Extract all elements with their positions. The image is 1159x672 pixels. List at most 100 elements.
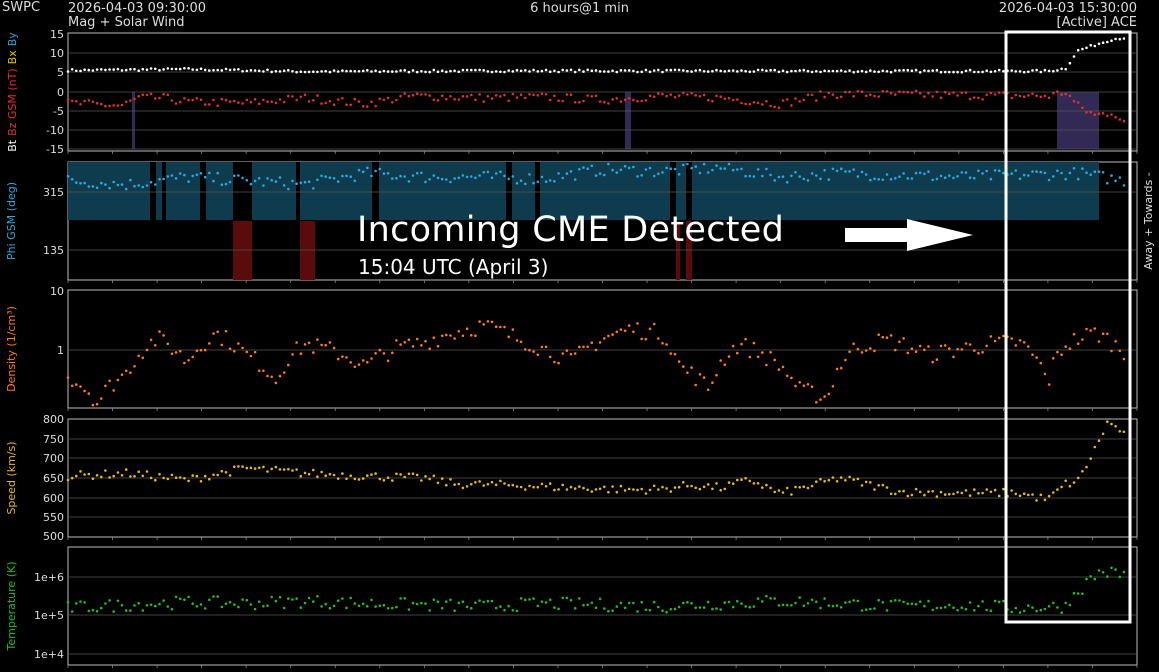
data-point: [357, 70, 361, 73]
data-point: [806, 93, 810, 97]
data-point: [744, 69, 747, 73]
data-point: [835, 367, 839, 371]
data-point: [939, 70, 943, 74]
data-point: [1081, 106, 1084, 110]
data-point: [515, 182, 519, 185]
data-point: [661, 171, 664, 174]
data-point: [623, 329, 627, 333]
data-point: [482, 600, 486, 604]
data-point: [1018, 611, 1022, 614]
data-point: [524, 182, 527, 186]
data-point: [158, 69, 161, 72]
data-point: [997, 494, 1001, 498]
data-point: [1010, 96, 1013, 100]
sector-gap: [670, 162, 676, 220]
data-point: [690, 166, 693, 170]
data-point: [694, 383, 697, 387]
data-point: [540, 175, 544, 179]
data-point: [573, 101, 577, 104]
data-point: [648, 70, 652, 74]
data-point: [266, 604, 269, 607]
data-point: [794, 69, 797, 73]
data-point: [823, 395, 826, 398]
data-point: [661, 92, 664, 96]
data-point: [960, 91, 964, 94]
southward-bz-band: [1057, 92, 1099, 149]
data-point: [478, 93, 481, 96]
data-point: [245, 98, 249, 102]
cme-alert-time: 15:04 UTC (April 3): [358, 255, 549, 279]
data-point: [927, 69, 930, 73]
data-point: [478, 480, 481, 483]
data-point: [203, 607, 207, 610]
data-point: [627, 487, 631, 491]
data-point: [657, 68, 660, 72]
data-point: [997, 336, 1001, 340]
data-point: [819, 70, 822, 74]
data-point: [1060, 171, 1063, 175]
data-point: [511, 609, 515, 612]
data-point: [661, 342, 664, 345]
data-point: [445, 600, 448, 603]
data-point: [149, 603, 153, 607]
data-point: [1114, 115, 1117, 119]
data-point: [278, 595, 282, 599]
data-point: [486, 95, 490, 98]
data-point: [640, 99, 643, 103]
data-point: [927, 490, 930, 493]
data-point: [341, 472, 344, 475]
data-point: [790, 604, 793, 607]
data-point: [723, 167, 727, 170]
data-point: [336, 599, 340, 602]
data-point: [320, 470, 323, 474]
data-point: [889, 334, 893, 337]
data-point: [378, 97, 382, 101]
data-point: [490, 97, 494, 100]
data-point: [415, 602, 419, 606]
data-point: [145, 604, 149, 607]
data-point: [457, 482, 461, 486]
data-point: [361, 105, 365, 108]
series-density: [66, 320, 1126, 407]
data-point: [582, 345, 585, 349]
data-point: [864, 349, 868, 352]
data-point: [802, 68, 806, 72]
data-point: [810, 172, 814, 175]
data-point: [195, 474, 199, 478]
data-point: [894, 348, 897, 352]
data-point: [341, 97, 344, 100]
data-point: [100, 181, 103, 185]
sector-gap: [296, 162, 300, 220]
data-point: [436, 600, 440, 603]
data-point: [848, 350, 851, 354]
data-point: [756, 101, 760, 105]
data-point: [1097, 569, 1101, 572]
data-point: [1014, 93, 1018, 97]
sector-gap: [162, 162, 166, 220]
data-point: [698, 373, 702, 376]
data-point: [831, 69, 835, 73]
data-point: [411, 345, 415, 348]
data-point: [195, 605, 199, 608]
data-point: [274, 70, 278, 73]
data-point: [748, 605, 752, 609]
data-point: [914, 350, 918, 354]
data-point: [544, 345, 548, 349]
data-point: [1085, 465, 1088, 469]
data-point: [652, 600, 656, 604]
data-point: [324, 101, 328, 105]
data-point: [594, 488, 598, 491]
end-time: 2026-04-03 15:30:00: [998, 1, 1137, 16]
data-source: [Active] ACE: [1056, 15, 1137, 30]
data-point: [158, 602, 161, 606]
data-point: [270, 375, 274, 379]
series-speed: [66, 420, 1126, 502]
data-point: [129, 178, 132, 182]
data-point: [898, 69, 901, 72]
data-point: [237, 605, 240, 609]
data-point: [1035, 94, 1038, 97]
data-point: [1106, 332, 1109, 336]
data-point: [278, 98, 282, 101]
data-point: [1085, 110, 1088, 114]
data-point: [1110, 113, 1113, 116]
